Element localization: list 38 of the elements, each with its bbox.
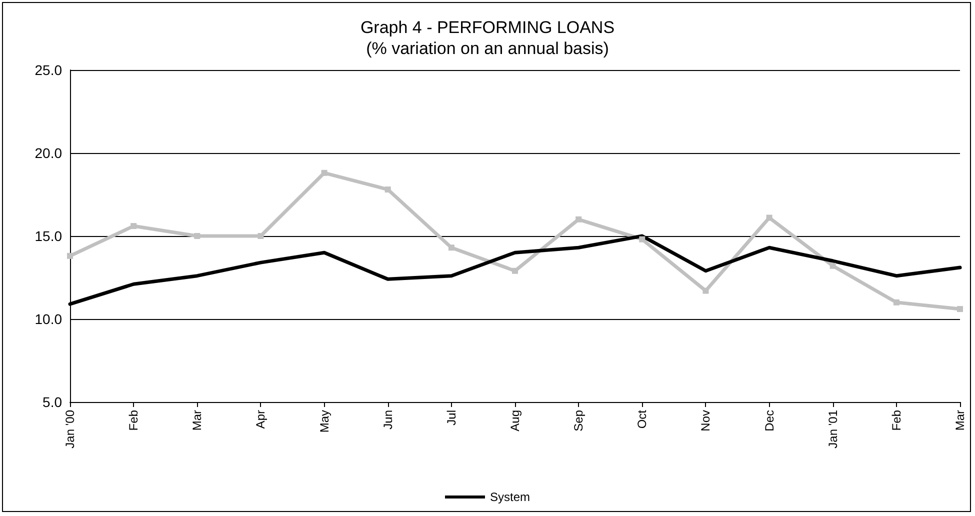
legend-label: System [490,490,530,504]
point [512,268,518,274]
x-tick-label: Jul [444,410,458,426]
point [67,252,73,259]
x-tick-label: Sep [572,410,586,432]
point [639,236,646,242]
point [957,306,963,312]
x-tick-label: Mar [190,410,204,431]
x-tick-label: Nov [698,410,713,432]
point [702,288,709,294]
point [576,216,582,222]
x-tick-label: Feb [126,410,141,431]
y-tick-label: 5.0 [42,394,62,410]
point [766,214,772,221]
x-tick-label: Feb [889,410,904,431]
x-tick-label: Dec [762,410,776,432]
point [448,244,454,251]
x-tick-label: Oct [635,409,650,429]
x-tick-label: Aug [508,410,522,432]
x-tick-label: Apr [254,410,268,429]
x-tick-label: May [317,410,332,433]
point [194,233,200,239]
x-tick-label: Jun [380,410,395,430]
point [130,223,137,230]
y-tick-label: 25.0 [34,62,62,78]
point [384,186,391,193]
point [830,262,836,269]
y-tick-label: 15.0 [34,228,62,244]
y-tick-label: 10.0 [34,311,62,327]
chart-title: Graph 4 - PERFORMING LOANS [360,18,615,37]
point [893,299,900,306]
point [321,170,328,176]
x-tick-label: Jan '01 [826,410,840,448]
y-tick-label: 20.0 [34,145,62,161]
chart-subtitle: (% variation on an annual basis) [366,39,609,58]
x-tick-label: Jan '00 [63,410,77,448]
x-tick-label: Mar [953,410,967,431]
point [258,233,264,239]
